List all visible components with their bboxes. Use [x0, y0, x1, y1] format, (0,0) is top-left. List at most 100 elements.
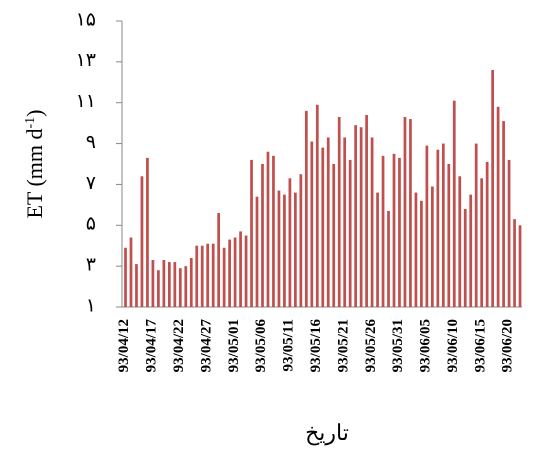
- bar: [124, 247, 127, 307]
- bar: [151, 260, 155, 307]
- bar: [392, 153, 396, 307]
- y-tick-label: ۳: [86, 255, 96, 276]
- bar: [255, 196, 259, 307]
- bar: [140, 176, 144, 307]
- bar: [381, 155, 385, 307]
- bar: [463, 208, 467, 307]
- bar: [178, 268, 182, 307]
- x-tick-label: 93/04/17: [144, 319, 160, 373]
- bar: [239, 231, 242, 307]
- bar: [222, 247, 226, 307]
- y-tick-label: ۱۱: [76, 91, 96, 112]
- bar: [474, 143, 478, 307]
- bar: [326, 137, 330, 307]
- bar: [195, 245, 199, 307]
- y-title-sup: -1: [23, 117, 38, 129]
- bar: [430, 186, 434, 307]
- bar: [206, 243, 210, 307]
- bar: [135, 264, 138, 307]
- x-tick-label: 93/05/31: [390, 319, 406, 372]
- bar: [217, 213, 221, 307]
- y-title-part: ): [22, 109, 47, 116]
- x-tick-label: 93/05/21: [335, 319, 351, 372]
- y-tick-label: ۷: [86, 173, 96, 194]
- bar: [332, 164, 336, 307]
- bar: [507, 159, 511, 307]
- bar: [288, 178, 292, 307]
- bar: [365, 114, 368, 307]
- bar: [283, 194, 286, 307]
- x-tick-label: 93/06/20: [500, 319, 516, 372]
- bar: [233, 237, 237, 307]
- bar: [496, 106, 500, 307]
- bar: [310, 141, 314, 307]
- bar: [211, 243, 215, 307]
- bar: [491, 70, 495, 308]
- bar: [337, 117, 341, 307]
- x-tick-label: 93/04/12: [116, 319, 132, 372]
- bar: [359, 127, 363, 307]
- bar: [420, 200, 423, 307]
- x-tick-label: 93/05/11: [281, 319, 297, 372]
- bar: [441, 143, 445, 307]
- x-tick-label: 93/05/06: [253, 319, 269, 373]
- bar: [485, 161, 489, 307]
- bar: [469, 194, 473, 307]
- bar: [409, 119, 412, 307]
- x-tick-label: 93/04/27: [198, 319, 214, 373]
- bar: [315, 104, 319, 307]
- bar: [277, 190, 281, 307]
- bar: [447, 164, 451, 307]
- bar: [398, 157, 401, 307]
- x-tick-label: 93/05/26: [363, 319, 379, 373]
- bar: [502, 121, 505, 307]
- bar: [184, 266, 188, 307]
- x-tick-label: 93/06/15: [472, 319, 488, 372]
- bar: [250, 159, 253, 307]
- bar: [173, 262, 177, 307]
- bar: [458, 176, 462, 307]
- bar: [162, 260, 166, 307]
- bar: [146, 157, 149, 307]
- bar: [518, 225, 522, 307]
- bar: [414, 192, 418, 307]
- y-title-part: ET (mm d: [22, 128, 47, 218]
- bar: [266, 151, 270, 307]
- bar: [403, 117, 407, 307]
- y-tick-label: ۹: [86, 132, 96, 153]
- bar: [436, 149, 440, 307]
- x-tick-label: 93/04/22: [171, 319, 187, 372]
- x-tick-label: 93/06/10: [445, 319, 461, 372]
- bar: [272, 155, 275, 307]
- bar: [480, 178, 484, 307]
- bar: [354, 125, 358, 307]
- bar: [304, 110, 308, 307]
- bar: [425, 145, 429, 307]
- x-tick-label: 93/06/05: [418, 319, 434, 372]
- bar: [376, 192, 379, 307]
- bar: [157, 270, 160, 307]
- y-tick-label: ۱: [86, 295, 96, 316]
- bar: [129, 237, 133, 307]
- bar: [261, 164, 264, 307]
- x-tick-label: 93/05/01: [226, 319, 242, 372]
- y-axis-title: ET (mm d-1): [22, 109, 47, 218]
- y-tick-label: ۱۵: [76, 9, 96, 30]
- bar: [321, 147, 325, 307]
- bar: [244, 235, 248, 307]
- bar: [452, 100, 456, 308]
- bar: [370, 137, 374, 307]
- bar: [189, 257, 193, 307]
- bar: [294, 192, 297, 307]
- bar: [343, 137, 347, 307]
- y-tick-label: ۱۳: [76, 50, 96, 71]
- bar: [513, 219, 516, 307]
- bar: [348, 159, 352, 307]
- x-axis-title: تاریخ: [305, 420, 349, 446]
- bar: [200, 245, 204, 307]
- bar: [387, 210, 390, 307]
- x-tick-label: 93/05/16: [308, 319, 324, 373]
- bar: [167, 262, 171, 307]
- y-tick-label: ۵: [86, 214, 96, 235]
